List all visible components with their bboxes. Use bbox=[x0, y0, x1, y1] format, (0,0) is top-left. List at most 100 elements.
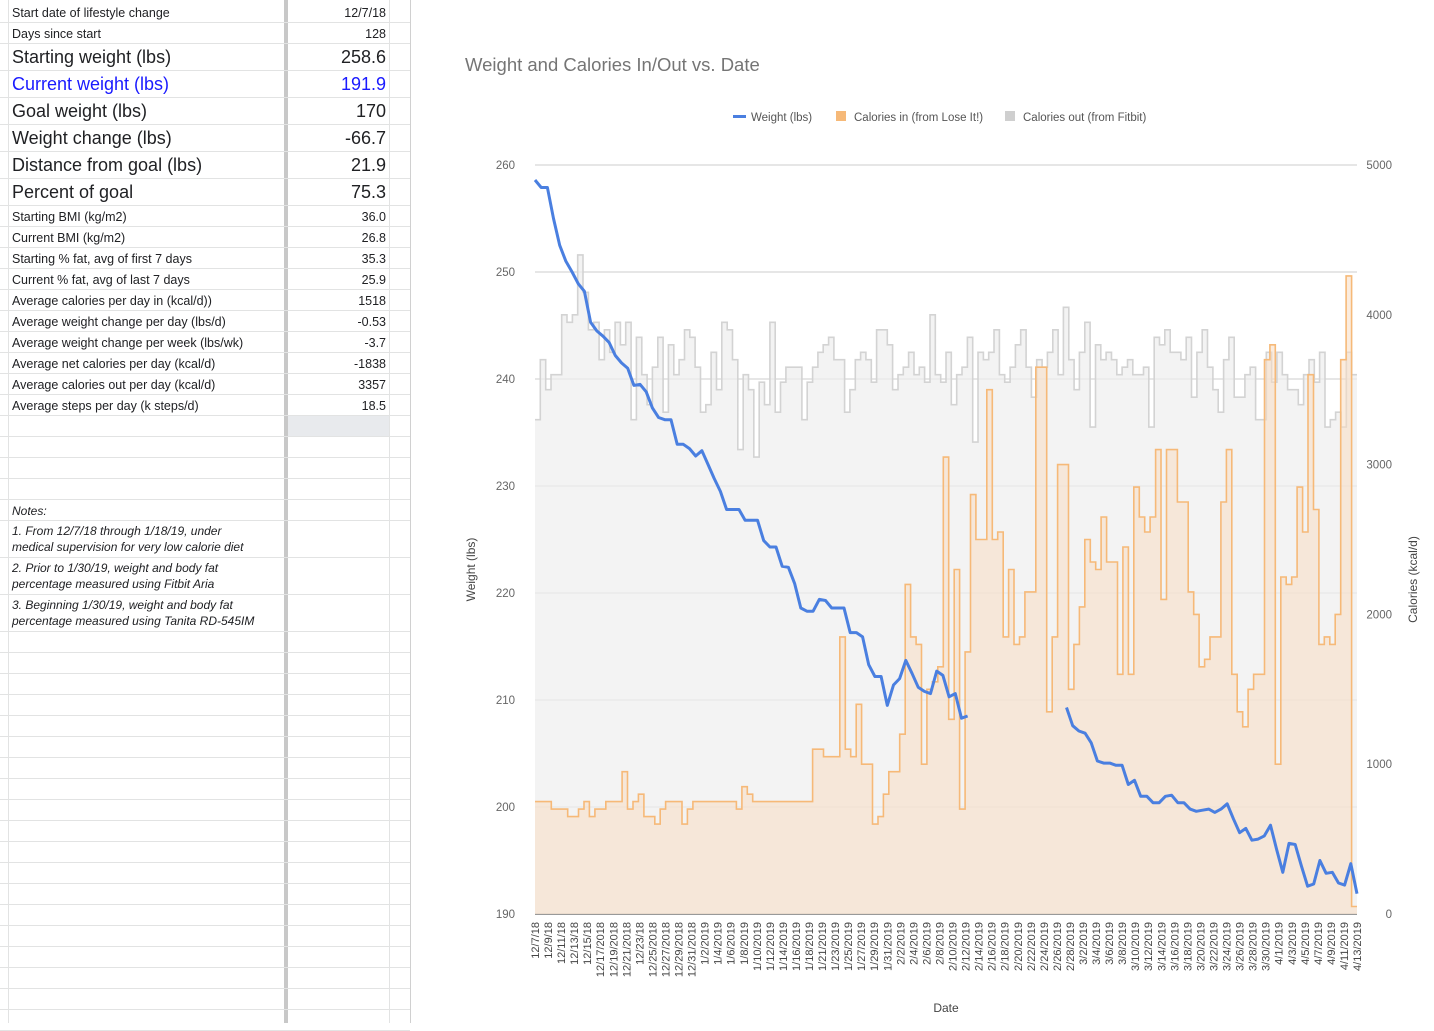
y2-tick-label: 3000 bbox=[1366, 460, 1392, 472]
sheet-row[interactable]: Weight change (lbs) -66.7 bbox=[0, 125, 410, 152]
calories-out-line bbox=[535, 254, 1357, 458]
x-tick-label: 3/26/2019 bbox=[1235, 922, 1247, 971]
empty-row[interactable] bbox=[0, 1010, 410, 1031]
row-label: Average steps per day (k steps/d) bbox=[12, 399, 199, 413]
empty-row[interactable] bbox=[0, 821, 410, 842]
legend-marker bbox=[836, 111, 846, 121]
sheet-row[interactable]: Average weight change per day (lbs/d) -0.… bbox=[0, 311, 410, 332]
row-value: 191.9 bbox=[340, 74, 386, 94]
chart-container[interactable]: Weight and Calories In/Out vs. Date 190 2… bbox=[410, 0, 1434, 1023]
sheet-row[interactable]: Distance from goal (lbs) 21.9 bbox=[0, 152, 410, 179]
y-tick-label: 250 bbox=[496, 267, 515, 279]
x-tick-label: 12/23/18 bbox=[634, 922, 646, 965]
x-tick-label: 1/27/2019 bbox=[856, 922, 868, 971]
empty-row[interactable] bbox=[0, 863, 410, 884]
empty-row[interactable] bbox=[0, 695, 410, 716]
y2-tick-label: 5000 bbox=[1366, 160, 1392, 172]
sheet-row[interactable]: Average weight change per week (lbs/wk) -… bbox=[0, 332, 410, 353]
row-label: Starting weight (lbs) bbox=[12, 47, 172, 67]
x-tick-label: 2/18/2019 bbox=[1000, 922, 1012, 971]
empty-row[interactable] bbox=[0, 653, 410, 674]
empty-row[interactable] bbox=[0, 800, 410, 821]
empty-row[interactable] bbox=[0, 416, 410, 437]
legend-marker bbox=[1005, 111, 1015, 121]
empty-row[interactable] bbox=[0, 479, 410, 500]
empty-row[interactable] bbox=[0, 884, 410, 905]
x-tick-label: 1/12/2019 bbox=[765, 922, 777, 971]
sheet-row[interactable]: Current weight (lbs) 191.9 bbox=[0, 71, 410, 98]
column-divider[interactable] bbox=[284, 0, 288, 1023]
sheet-row[interactable]: Current BMI (kg/m2) 26.8 bbox=[0, 227, 410, 248]
sheet-row[interactable]: Starting % fat, avg of first 7 days 35.3 bbox=[0, 248, 410, 269]
spreadsheet-panel: Start date of lifestyle change 12/7/18 Day… bbox=[0, 0, 410, 1031]
empty-row[interactable] bbox=[0, 437, 410, 458]
note-line: percentage measured using Tanita RD-545I… bbox=[12, 614, 255, 628]
legend-marker bbox=[733, 115, 746, 118]
row-value: -66.7 bbox=[344, 128, 386, 148]
empty-row[interactable] bbox=[0, 716, 410, 737]
sheet-row[interactable]: Starting BMI (kg/m2) 36.0 bbox=[0, 206, 410, 227]
x-tick-label: 12/29/2018 bbox=[674, 922, 686, 977]
y2-axis-title: Calories (kcal/d) bbox=[1406, 536, 1420, 623]
x-tick-label: 12/27/2018 bbox=[660, 922, 672, 977]
x-tick-label: 12/13/18 bbox=[569, 922, 581, 965]
row-label: Average calories out per day (kcal/d) bbox=[12, 378, 216, 392]
sheet-row[interactable]: Days since start 128 bbox=[0, 23, 410, 44]
sheet-row[interactable]: Average steps per day (k steps/d) 18.5 bbox=[0, 395, 410, 416]
sheet-row[interactable]: Start date of lifestyle change 12/7/18 bbox=[0, 2, 410, 23]
empty-row[interactable] bbox=[0, 968, 410, 989]
chart-title: Weight and Calories In/Out vs. Date bbox=[465, 54, 760, 75]
empty-row[interactable] bbox=[0, 458, 410, 479]
row-value: 36.0 bbox=[361, 210, 386, 224]
empty-row[interactable] bbox=[0, 737, 410, 758]
note-line: 3. Beginning 1/30/19, weight and body fa… bbox=[12, 598, 233, 612]
x-tick-label: 3/30/2019 bbox=[1261, 922, 1273, 971]
x-tick-label: 4/11/2019 bbox=[1339, 922, 1351, 970]
empty-row[interactable] bbox=[0, 842, 410, 863]
notes-title-row[interactable]: Notes: bbox=[0, 500, 410, 521]
row-label: Percent of goal bbox=[12, 182, 134, 202]
sheet-row[interactable]: Percent of goal 75.3 bbox=[0, 179, 410, 206]
x-tick-label: 3/16/2019 bbox=[1169, 922, 1181, 971]
x-tick-label: 12/7/18 bbox=[530, 922, 542, 959]
y-tick-label: 210 bbox=[496, 695, 515, 707]
x-tick-label: 2/22/2019 bbox=[1026, 922, 1038, 971]
y2-tick-label: 2000 bbox=[1366, 609, 1392, 621]
y-tick-label: 190 bbox=[496, 909, 515, 921]
row-value: 170 bbox=[355, 101, 386, 121]
sheet-row[interactable]: Starting weight (lbs) 258.6 bbox=[0, 44, 410, 71]
note-line: 1. From 12/7/18 through 1/18/19, under bbox=[12, 524, 222, 538]
empty-row[interactable] bbox=[0, 779, 410, 800]
note-line: medical supervision for very low calorie… bbox=[12, 540, 244, 554]
empty-row[interactable] bbox=[0, 989, 410, 1010]
x-tick-label: 1/10/2019 bbox=[752, 922, 764, 971]
empty-row[interactable] bbox=[0, 758, 410, 779]
x-tick-label: 2/20/2019 bbox=[1013, 922, 1025, 971]
x-tick-label: 3/28/2019 bbox=[1248, 922, 1260, 971]
x-tick-label: 2/8/2019 bbox=[934, 922, 946, 965]
x-tick-label: 1/8/2019 bbox=[739, 922, 751, 965]
note-row[interactable]: 2. Prior to 1/30/19, weight and body fat… bbox=[0, 558, 410, 595]
legend-label: Calories in (from Lose It!) bbox=[854, 112, 983, 124]
sheet-row[interactable]: Average calories per day in (kcal/d)) 151… bbox=[0, 290, 410, 311]
row-value: 128 bbox=[365, 27, 386, 41]
x-tick-label: 4/1/2019 bbox=[1274, 922, 1286, 965]
note-row[interactable]: 1. From 12/7/18 through 1/18/19, under me… bbox=[0, 521, 410, 558]
empty-row[interactable] bbox=[0, 905, 410, 926]
sheet-row[interactable]: Goal weight (lbs) 170 bbox=[0, 98, 410, 125]
sheet-row[interactable]: Average calories out per day (kcal/d) 335… bbox=[0, 374, 410, 395]
row-label: Average net calories per day (kcal/d) bbox=[12, 357, 216, 371]
x-tick-label: 3/4/2019 bbox=[1091, 922, 1103, 965]
empty-row[interactable] bbox=[0, 947, 410, 968]
sheet-row[interactable]: Current % fat, avg of last 7 days 25.9 bbox=[0, 269, 410, 290]
x-tick-label: 2/16/2019 bbox=[987, 922, 999, 971]
sheet-row[interactable]: Average net calories per day (kcal/d) -18… bbox=[0, 353, 410, 374]
selected-cell[interactable] bbox=[288, 416, 389, 436]
y-tick-label: 240 bbox=[496, 374, 515, 386]
empty-row[interactable] bbox=[0, 632, 410, 653]
empty-row[interactable] bbox=[0, 926, 410, 947]
row-label: Current weight (lbs) bbox=[12, 74, 170, 94]
x-tick-label: 2/28/2019 bbox=[1065, 922, 1077, 971]
note-row[interactable]: 3. Beginning 1/30/19, weight and body fa… bbox=[0, 595, 410, 632]
empty-row[interactable] bbox=[0, 674, 410, 695]
